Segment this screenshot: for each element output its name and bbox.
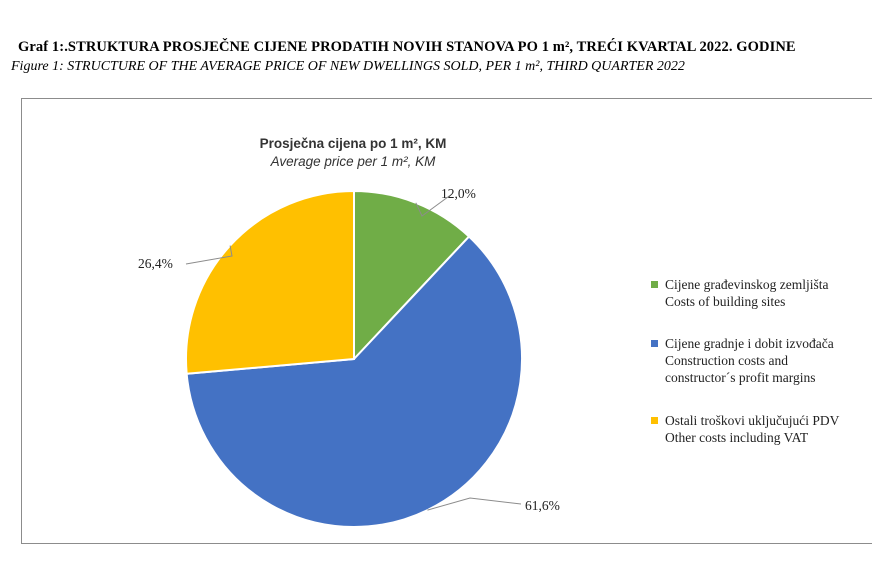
leader-line-3	[185, 245, 233, 265]
legend-item-3: Ostali troškovi uključujući PDV Other cos…	[651, 412, 872, 446]
legend-label-3-1: Ostali troškovi uključujući PDV	[665, 413, 840, 428]
page-subtitle: Figure 1: STRUCTURE OF THE AVERAGE PRICE…	[11, 59, 685, 74]
chart-title: Prosječna cijena po 1 m², KM	[259, 136, 447, 151]
pie-slice-3	[185, 189, 355, 375]
pie-slice-1	[353, 189, 471, 362]
data-label-12-0: 12,0%	[441, 186, 476, 201]
legend-label-2-3: constructor´s profit margins	[665, 370, 816, 385]
legend-label-2-2: Construction costs and	[665, 353, 788, 368]
legend-item-1: Cijene građevinskog zemljišta Costs of bu…	[651, 276, 872, 310]
legend-label-1-1: Cijene građevinskog zemljišta	[665, 277, 829, 292]
pie-slice-2	[185, 235, 523, 528]
legend-swatch-3	[651, 417, 658, 424]
legend-item-2: Cijene gradnje i dobit izvođača Construct…	[651, 335, 872, 386]
legend-swatch-2	[651, 340, 658, 347]
legend-label-3-2: Other costs including VAT	[665, 430, 809, 445]
data-label-61-6: 61,6%	[525, 498, 560, 513]
data-label-26-4: 26,4%	[138, 256, 173, 271]
chart-frame	[21, 98, 872, 544]
legend-swatch-1	[651, 281, 658, 288]
leader-line-2	[427, 497, 522, 511]
legend-label-2-1: Cijene gradnje i dobit izvođača	[665, 336, 834, 351]
chart-subtitle: Average price per 1 m², KM	[270, 154, 436, 169]
leader-line-1	[415, 193, 453, 217]
page-title: Graf 1:.STRUKTURA PROSJEČNE CIJENE PRODA…	[18, 39, 796, 55]
legend-label-1-2: Costs of building sites	[665, 294, 786, 309]
legend: Cijene građevinskog zemljišta Costs of bu…	[651, 276, 872, 471]
